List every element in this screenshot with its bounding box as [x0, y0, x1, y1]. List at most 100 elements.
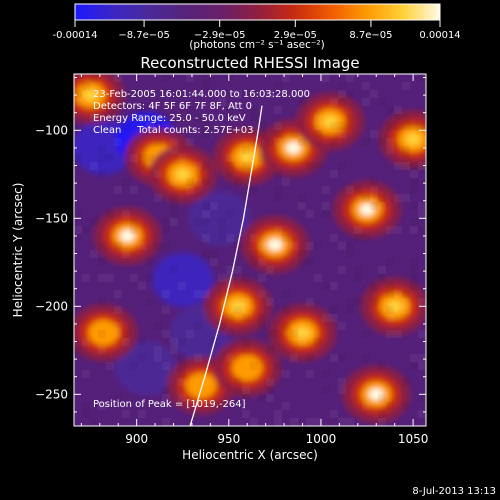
pixel-grain: [178, 338, 186, 346]
pixel-grain: [378, 98, 386, 106]
pixel-grain: [330, 98, 338, 106]
pixel-grain: [274, 362, 282, 370]
chart-title: Reconstructed RHESSI Image: [140, 54, 359, 72]
annotation-clean: Clean Total counts: 2.57E+03: [93, 125, 253, 136]
pixel-grain: [274, 418, 282, 426]
pixel-grain: [162, 218, 170, 226]
pixel-grain: [154, 170, 162, 178]
cold-spot: [115, 340, 177, 396]
pixel-grain: [314, 114, 322, 122]
y-axis-label: Heliocentric Y (arcsec): [11, 183, 25, 318]
annotation-peak: Position of Peak = [1019,-264]: [93, 399, 246, 410]
annotation-detectors: Detectors: 4F 5F 6F 7F 8F, Att 0: [93, 101, 252, 112]
pixel-grain: [402, 194, 410, 202]
pixel-grain: [386, 290, 394, 298]
pixel-grain: [98, 346, 106, 354]
pixel-grain: [130, 154, 138, 162]
pixel-grain: [362, 402, 370, 410]
pixel-grain: [226, 170, 234, 178]
colorbar-tick-label: −2.9e−05: [194, 30, 246, 41]
pixel-grain: [138, 154, 146, 162]
pixel-grain: [418, 210, 426, 218]
pixel-grain: [202, 178, 210, 186]
pixel-grain: [418, 202, 426, 210]
pixel-grain: [154, 194, 162, 202]
pixel-grain: [90, 74, 98, 82]
pixel-grain: [122, 330, 130, 338]
pixel-grain: [362, 98, 370, 106]
hot-spot-core: [239, 361, 255, 375]
pixel-grain: [362, 138, 370, 146]
pixel-grain: [98, 274, 106, 282]
pixel-grain: [122, 410, 130, 418]
pixel-grain: [146, 122, 154, 130]
pixel-grain: [146, 274, 154, 282]
pixel-grain: [202, 250, 210, 258]
pixel-grain: [378, 202, 386, 210]
pixel-grain: [138, 338, 146, 346]
pixel-grain: [258, 274, 266, 282]
pixel-grain: [314, 242, 322, 250]
pixel-grain: [386, 282, 394, 290]
pixel-grain: [274, 130, 282, 138]
pixel-grain: [226, 74, 234, 82]
pixel-grain: [410, 362, 418, 370]
pixel-grain: [370, 186, 378, 194]
pixel-grain: [282, 290, 290, 298]
pixel-grain: [354, 298, 362, 306]
pixel-grain: [242, 338, 250, 346]
pixel-grain: [290, 130, 298, 138]
pixel-grain: [162, 74, 170, 82]
pixel-grain: [146, 298, 154, 306]
hot-spot-core: [230, 300, 246, 313]
pixel-grain: [338, 162, 346, 170]
pixel-grain: [370, 282, 378, 290]
y-tick-label: −100: [35, 123, 68, 137]
pixel-grain: [242, 314, 250, 322]
plot-area: [74, 74, 426, 426]
y-tick-label: −150: [35, 211, 68, 225]
pixel-grain: [218, 98, 226, 106]
pixel-grain: [338, 266, 346, 274]
hot-spot-core: [368, 388, 384, 401]
pixel-grain: [146, 258, 154, 266]
pixel-grain: [402, 290, 410, 298]
pixel-grain: [74, 210, 82, 218]
pixel-grain: [282, 306, 290, 314]
pixel-grain: [98, 330, 106, 338]
pixel-grain: [338, 130, 346, 138]
pixel-grain: [354, 226, 362, 234]
pixel-grain: [154, 138, 162, 146]
pixel-grain: [234, 386, 242, 394]
pixel-grain: [194, 90, 202, 98]
pixel-grain: [122, 338, 130, 346]
pixel-grain: [74, 154, 82, 162]
pixel-grain: [162, 290, 170, 298]
hot-spot-core: [295, 326, 311, 339]
pixel-grain: [98, 154, 106, 162]
pixel-grain: [298, 258, 306, 266]
pixel-grain: [410, 354, 418, 362]
pixel-grain: [330, 234, 338, 242]
pixel-grain: [106, 362, 114, 370]
pixel-grain: [330, 170, 338, 178]
pixel-grain: [402, 402, 410, 410]
pixel-grain: [402, 82, 410, 90]
pixel-grain: [258, 314, 266, 322]
pixel-grain: [90, 250, 98, 258]
x-axis-label: Heliocentric X (arcsec): [182, 448, 318, 462]
pixel-grain: [370, 130, 378, 138]
pixel-grain: [90, 114, 98, 122]
pixel-grain: [394, 122, 402, 130]
pixel-grain: [218, 218, 226, 226]
pixel-grain: [298, 138, 306, 146]
pixel-grain: [362, 354, 370, 362]
pixel-grain: [82, 338, 90, 346]
pixel-grain: [130, 274, 138, 282]
pixel-grain: [402, 162, 410, 170]
pixel-grain: [242, 274, 250, 282]
pixel-grain: [170, 202, 178, 210]
pixel-grain: [202, 218, 210, 226]
hot-spot-core: [83, 89, 99, 102]
pixel-grain: [194, 114, 202, 122]
